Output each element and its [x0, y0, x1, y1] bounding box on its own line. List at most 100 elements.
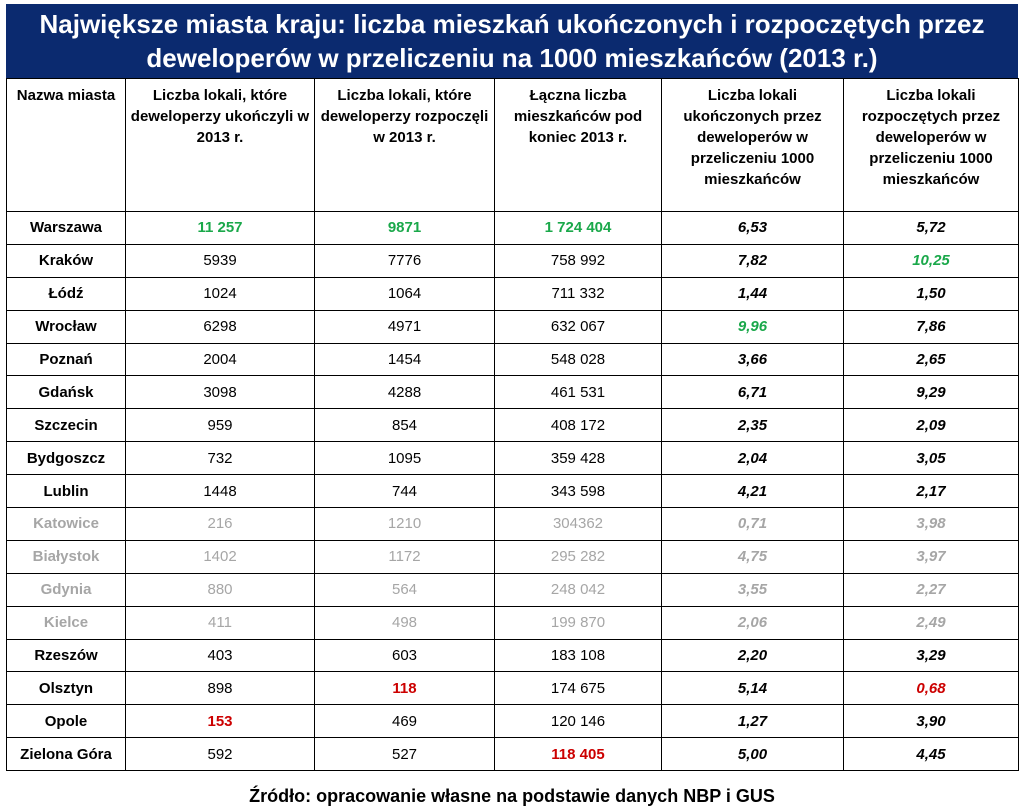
- cell-city: Kielce: [6, 605, 126, 640]
- table-row: Rzeszów 403 603 183 108 2,20 3,29: [6, 638, 1019, 673]
- table-header: Nazwa miasta Liczba lokali, które dewelo…: [6, 78, 1019, 212]
- cell-started-per-1000: 5,72: [843, 211, 1019, 245]
- cell-started-per-1000: 1,50: [843, 276, 1019, 311]
- cell-population: 120 146: [494, 704, 662, 739]
- header-started: Liczba lokali, które deweloperzy rozpocz…: [314, 78, 495, 212]
- cell-started-per-1000: 3,29: [843, 638, 1019, 673]
- cell-completed-per-1000: 2,04: [661, 441, 844, 476]
- cell-city: Rzeszów: [6, 638, 126, 673]
- header-started-per-1000: Liczba lokali rozpoczętych przez dewelop…: [843, 78, 1019, 212]
- cell-started: 1064: [314, 276, 495, 311]
- cell-population: 632 067: [494, 309, 662, 344]
- table-row: Katowice 216 1210 304362 0,71 3,98: [6, 507, 1019, 541]
- cell-population: 174 675: [494, 671, 662, 706]
- cell-started-per-1000: 0,68: [843, 671, 1019, 706]
- cell-city: Kraków: [6, 243, 126, 278]
- cell-started: 498: [314, 605, 495, 640]
- table-row: Białystok 1402 1172 295 282 4,75 3,97: [6, 539, 1019, 574]
- cell-completed-per-1000: 1,27: [661, 704, 844, 739]
- cell-population: 461 531: [494, 375, 662, 410]
- page-title: Największe miasta kraju: liczba mieszkań…: [6, 4, 1018, 78]
- cell-population: 295 282: [494, 539, 662, 574]
- cell-started: 469: [314, 704, 495, 739]
- cell-started-per-1000: 3,98: [843, 507, 1019, 541]
- table-row: Poznań 2004 1454 548 028 3,66 2,65: [6, 342, 1019, 377]
- source-note: Źródło: opracowanie własne na podstawie …: [249, 786, 775, 806]
- cell-city: Warszawa: [6, 211, 126, 245]
- cell-started-per-1000: 2,17: [843, 474, 1019, 509]
- cell-population: 118 405: [494, 737, 662, 772]
- cell-completed-per-1000: 6,71: [661, 375, 844, 410]
- header-city: Nazwa miasta: [6, 78, 126, 212]
- cell-completed: 216: [125, 507, 315, 541]
- cell-completed: 5939: [125, 243, 315, 278]
- cell-population: 711 332: [494, 276, 662, 311]
- cell-started: 527: [314, 737, 495, 772]
- cell-population: 183 108: [494, 638, 662, 673]
- cell-completed-per-1000: 5,00: [661, 737, 844, 772]
- cell-city: Opole: [6, 704, 126, 739]
- table-row: Gdynia 880 564 248 042 3,55 2,27: [6, 572, 1019, 607]
- cell-population: 548 028: [494, 342, 662, 377]
- cell-completed-per-1000: 3,66: [661, 342, 844, 377]
- cell-started: 564: [314, 572, 495, 607]
- cell-city: Katowice: [6, 507, 126, 541]
- cell-population: 758 992: [494, 243, 662, 278]
- cell-completed-per-1000: 2,06: [661, 605, 844, 640]
- cell-completed: 411: [125, 605, 315, 640]
- cell-population: 199 870: [494, 605, 662, 640]
- header-completed-per-1000: Liczba lokali ukończonych przez dewelope…: [661, 78, 844, 212]
- table-row: Olsztyn 898 118 174 675 5,14 0,68: [6, 671, 1019, 706]
- cell-completed: 592: [125, 737, 315, 772]
- cell-started: 603: [314, 638, 495, 673]
- cell-completed: 6298: [125, 309, 315, 344]
- table-row: Wrocław 6298 4971 632 067 9,96 7,86: [6, 309, 1019, 344]
- cell-completed-per-1000: 4,75: [661, 539, 844, 574]
- cell-city: Olsztyn: [6, 671, 126, 706]
- cell-city: Białystok: [6, 539, 126, 574]
- cell-started: 1210: [314, 507, 495, 541]
- cell-completed-per-1000: 6,53: [661, 211, 844, 245]
- table-row: Kraków 5939 7776 758 992 7,82 10,25: [6, 243, 1019, 278]
- cell-population: 359 428: [494, 441, 662, 476]
- cell-started: 1172: [314, 539, 495, 574]
- cell-city: Szczecin: [6, 408, 126, 443]
- cell-completed-per-1000: 4,21: [661, 474, 844, 509]
- cell-completed-per-1000: 5,14: [661, 671, 844, 706]
- cell-started-per-1000: 2,09: [843, 408, 1019, 443]
- table-row: Bydgoszcz 732 1095 359 428 2,04 3,05: [6, 441, 1019, 476]
- cell-started: 1095: [314, 441, 495, 476]
- cell-completed-per-1000: 0,71: [661, 507, 844, 541]
- cell-completed: 959: [125, 408, 315, 443]
- cell-started: 4288: [314, 375, 495, 410]
- cell-population: 408 172: [494, 408, 662, 443]
- cell-completed-per-1000: 9,96: [661, 309, 844, 344]
- cell-started: 9871: [314, 211, 495, 245]
- table-row: Warszawa 11 257 9871 1 724 404 6,53 5,72: [6, 211, 1019, 245]
- cell-started: 4971: [314, 309, 495, 344]
- cell-started: 744: [314, 474, 495, 509]
- cell-completed-per-1000: 1,44: [661, 276, 844, 311]
- cell-started-per-1000: 10,25: [843, 243, 1019, 278]
- cell-completed-per-1000: 2,35: [661, 408, 844, 443]
- table-row: Lublin 1448 744 343 598 4,21 2,17: [6, 474, 1019, 509]
- cell-started-per-1000: 2,27: [843, 572, 1019, 607]
- cell-completed-per-1000: 3,55: [661, 572, 844, 607]
- cell-population: 343 598: [494, 474, 662, 509]
- cell-started-per-1000: 3,97: [843, 539, 1019, 574]
- cell-population: 1 724 404: [494, 211, 662, 245]
- table-body: Warszawa 11 257 9871 1 724 404 6,53 5,72 Krakó…: [6, 211, 1019, 772]
- cell-completed: 1402: [125, 539, 315, 574]
- cell-completed: 1448: [125, 474, 315, 509]
- cell-completed: 11 257: [125, 211, 315, 245]
- cell-started-per-1000: 4,45: [843, 737, 1019, 772]
- cell-city: Bydgoszcz: [6, 441, 126, 476]
- cell-population: 304362: [494, 507, 662, 541]
- table-row: Gdańsk 3098 4288 461 531 6,71 9,29: [6, 375, 1019, 410]
- cell-started: 7776: [314, 243, 495, 278]
- cell-started-per-1000: 3,90: [843, 704, 1019, 739]
- table-row: Szczecin 959 854 408 172 2,35 2,09: [6, 408, 1019, 443]
- cell-completed: 3098: [125, 375, 315, 410]
- table-row: Łódź 1024 1064 711 332 1,44 1,50: [6, 276, 1019, 311]
